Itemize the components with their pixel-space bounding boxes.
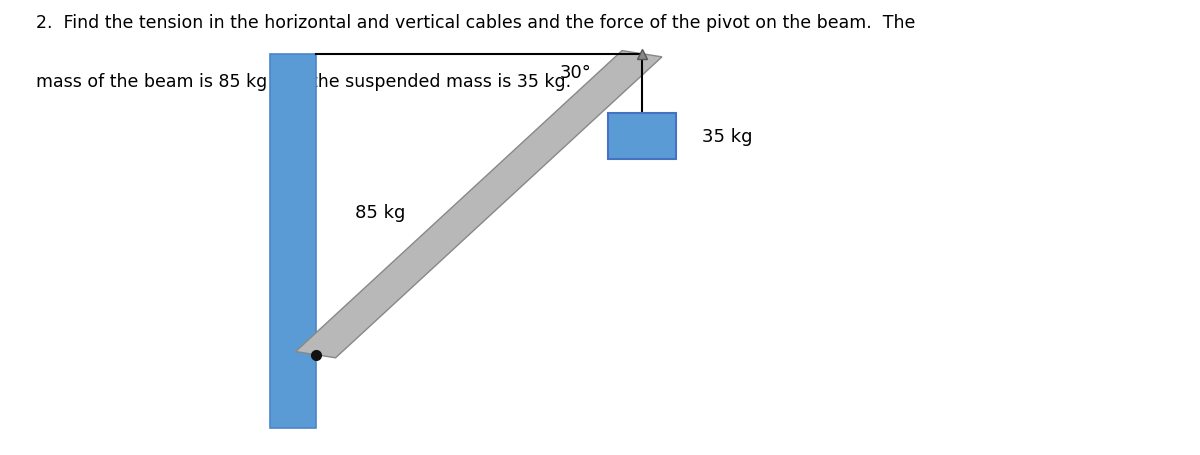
Text: 85 kg: 85 kg — [355, 203, 404, 221]
Polygon shape — [295, 51, 662, 358]
Text: 2.  Find the tension in the horizontal and vertical cables and the force of the : 2. Find the tension in the horizontal an… — [36, 14, 916, 31]
Text: 30°: 30° — [560, 64, 592, 82]
Text: 35 kg: 35 kg — [702, 127, 752, 146]
Bar — [608, 114, 676, 159]
Text: mass of the beam is 85 kg and the suspended mass is 35 kg.: mass of the beam is 85 kg and the suspen… — [36, 73, 571, 91]
Bar — [270, 55, 316, 428]
